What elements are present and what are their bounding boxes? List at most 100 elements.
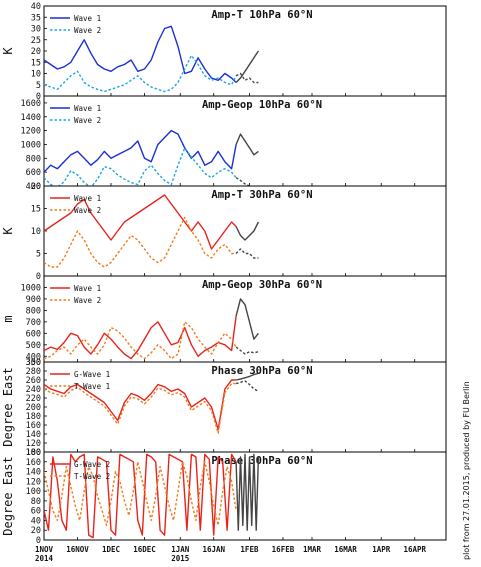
series-line-wave-2 xyxy=(44,321,237,360)
series-line-g-wave-1 xyxy=(44,379,237,431)
y-tick-label: 35 xyxy=(31,13,41,23)
y-axis-label: Degree East xyxy=(1,367,15,446)
y-tick-label: 350 xyxy=(26,358,41,368)
y-tick-label: 180 xyxy=(26,412,41,422)
series-line-wave-1 xyxy=(44,129,237,173)
legend-label: Wave 2 xyxy=(74,116,101,125)
panel-ampg10: 400 600 800 1000 1200 1400 1600 Amp-Geop 10hPa … xyxy=(21,95,447,192)
y-tick-label: 140 xyxy=(26,430,41,440)
panel-title: Phase 30hPa 60°N xyxy=(211,365,312,377)
legend-entry: Wave 2 xyxy=(50,206,101,215)
y-tick-label: 40 xyxy=(31,2,41,12)
series-line-forecast-2 xyxy=(235,133,259,156)
y-tick-label: 15 xyxy=(31,205,41,215)
y-tick-label: 160 xyxy=(26,421,41,431)
x-tick-label: 1FEB xyxy=(240,545,259,554)
panel-title: Phase 30hPa 60°N xyxy=(211,455,312,467)
y-tick-label: 10 xyxy=(31,227,41,237)
x-tick-label: 16FEB xyxy=(272,545,295,554)
legend-entry: T-Wave 1 xyxy=(50,382,110,391)
legend-entry: G-Wave 1 xyxy=(50,370,110,379)
x-tick-label: 1APR xyxy=(372,545,391,554)
x-tick-label: 1NOV xyxy=(35,545,54,554)
y-tick-label: 120 xyxy=(26,439,41,449)
x-tick-label: 16DEC xyxy=(133,545,156,554)
series-line-forecast-2 xyxy=(235,453,260,531)
y-tick-label: 20 xyxy=(31,526,41,536)
y-tick-label: 60 xyxy=(31,507,41,517)
legend-entry: Wave 1 xyxy=(50,284,101,293)
y-tick-label: 220 xyxy=(26,394,41,404)
x-tick-label: 16JAN xyxy=(202,545,225,554)
series-lines xyxy=(44,453,260,539)
legend-entry: Wave 1 xyxy=(50,104,101,113)
x-year-label: 2015 xyxy=(171,554,189,563)
y-tick-label: 140 xyxy=(26,468,41,478)
series-line-wave-2 xyxy=(44,54,237,93)
y-tick-label: 80 xyxy=(31,497,41,507)
y-tick-label: 0 xyxy=(36,92,41,102)
legend-entry: G-Wave 2 xyxy=(50,460,110,469)
x-tick-label: 16APR xyxy=(403,545,426,554)
series-lines xyxy=(44,372,259,434)
x-tick-label: 1JAN xyxy=(171,545,190,554)
y-tick-label: 100 xyxy=(26,448,41,458)
series-line-forecast-2 xyxy=(235,221,260,241)
y-tick-label: 300 xyxy=(26,358,41,368)
y-tick-label: 160 xyxy=(26,458,41,468)
legend-label: Wave 1 xyxy=(74,194,101,203)
series-line-forecast-3 xyxy=(235,72,259,84)
legend-entry: T-Wave 2 xyxy=(50,472,110,481)
y-tick-label: 120 xyxy=(26,477,41,487)
series-lines xyxy=(44,25,259,93)
legend-entry: Wave 2 xyxy=(50,26,101,35)
legend-label: Wave 1 xyxy=(74,14,101,23)
series-line-wave-1 xyxy=(44,316,237,360)
series-line-wave-1 xyxy=(44,194,237,250)
y-tick-label: 5 xyxy=(36,250,41,260)
series-line-wave-1 xyxy=(44,25,237,83)
legend-label: Wave 2 xyxy=(74,296,101,305)
panel-title: Amp-Geop 10hPa 60°N xyxy=(202,99,322,111)
legend-label: T-Wave 2 xyxy=(74,472,110,481)
series-line-forecast-2 xyxy=(235,50,259,83)
y-tick-label: 900 xyxy=(26,295,41,305)
y-axis-label: K xyxy=(1,47,15,55)
legend-label: Wave 1 xyxy=(74,104,101,113)
legend-entry: Wave 2 xyxy=(50,296,101,305)
y-tick-label: 600 xyxy=(26,168,41,178)
series-line-forecast-3 xyxy=(235,346,259,355)
y-tick-label: 240 xyxy=(26,385,41,395)
legend-entry: Wave 2 xyxy=(50,116,101,125)
y-tick-label: 100 xyxy=(26,487,41,497)
legend-label: Wave 2 xyxy=(74,206,101,215)
y-tick-label: 260 xyxy=(26,376,41,386)
y-axis-label: m xyxy=(1,315,15,322)
series-lines xyxy=(44,194,260,268)
series-line-wave-2 xyxy=(44,147,237,186)
y-tick-label: 1200 xyxy=(21,127,41,137)
y-tick-label: 20 xyxy=(31,47,41,57)
y-tick-label: 180 xyxy=(26,448,41,458)
panel-phase30a: 100120140160180200220240260280300Degree … xyxy=(1,358,447,458)
y-tick-label: 400 xyxy=(26,182,41,192)
y-axis-label: K xyxy=(1,227,15,235)
y-tick-label: 400 xyxy=(26,352,41,362)
y-axis-label: Degree East xyxy=(1,456,15,535)
y-tick-label: 20 xyxy=(31,182,41,192)
legend-label: Wave 1 xyxy=(74,284,101,293)
series-line-t-wave-1 xyxy=(44,382,237,434)
y-tick-label: 30 xyxy=(31,25,41,35)
panel-frame xyxy=(43,451,447,541)
y-tick-label: 200 xyxy=(26,403,41,413)
x-tick-label: 1DEC xyxy=(102,545,120,554)
legend-label: Wave 2 xyxy=(74,26,101,35)
y-tick-label: 0 xyxy=(36,536,41,546)
panel-title: Amp-T 10hPa 60°N xyxy=(211,9,312,21)
x-axis: 1NOV 16NOV 1DEC 16DEC 1JAN 16JAN 1FEB 16FEB 1MAR… xyxy=(35,545,427,563)
y-tick-label: 800 xyxy=(26,154,41,164)
